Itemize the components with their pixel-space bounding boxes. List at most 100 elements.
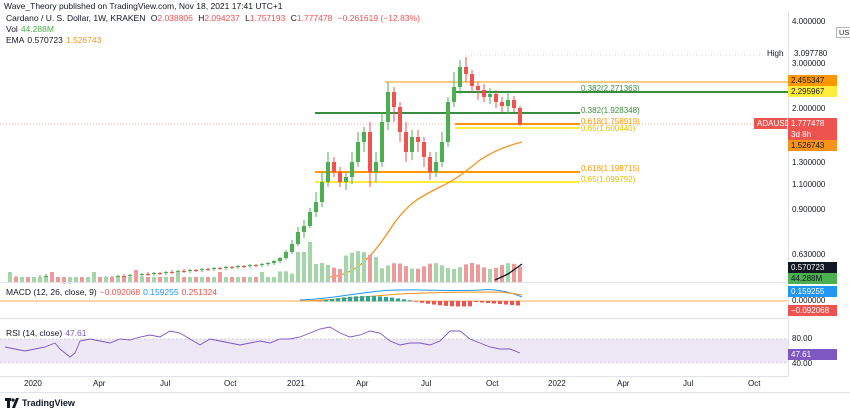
macd-hist-bar <box>390 297 394 302</box>
candle-body <box>158 273 162 274</box>
macd-hist-bar <box>360 296 364 302</box>
symbol-legend: Cardano / U. S. Dollar, 1W, KRAKEN O2.03… <box>6 13 420 23</box>
volume-bar <box>506 263 510 282</box>
volume-bar <box>122 277 126 282</box>
tick-3: 3.000000 <box>792 59 826 68</box>
candle-body <box>302 226 306 232</box>
macd-hist-bar <box>438 301 442 306</box>
volume-bar <box>74 277 78 282</box>
volume-bar <box>32 277 36 282</box>
fib-label-2: 0.382(1.928348) <box>581 106 640 115</box>
rsi-canvas <box>0 326 788 364</box>
candle-body <box>128 275 132 276</box>
macd-value-3: 0.251324 <box>181 287 218 297</box>
candle-body <box>368 132 372 172</box>
symbol-name: Cardano / U. S. Dollar, 1W, KRAKEN <box>6 13 146 23</box>
volume-bar <box>482 267 486 282</box>
time-label: 2021 <box>287 379 305 388</box>
time-label: Jul <box>421 379 432 388</box>
candle-body <box>350 162 354 177</box>
ema-value-2: 1.526743 <box>65 35 102 45</box>
candle-body <box>518 108 522 124</box>
volume-bar <box>98 277 102 282</box>
macd-hist-bar <box>366 296 370 302</box>
volume-bar <box>392 263 396 282</box>
candle-body <box>458 67 462 87</box>
candle-body <box>218 268 222 269</box>
macd-hist-bar <box>414 301 418 302</box>
macd-hist-bar <box>384 296 388 302</box>
tick-0-63: 0.630000 <box>792 250 826 259</box>
volume-bar <box>266 277 270 282</box>
candle-body <box>344 177 348 182</box>
volume-bar <box>488 268 492 282</box>
currency-badge[interactable]: USD <box>836 27 850 38</box>
volume-group <box>8 242 522 282</box>
volume-bar <box>320 263 324 282</box>
badge-price: 1.777478 <box>788 118 837 129</box>
badge-rsi: 47.61 <box>788 349 837 360</box>
macd-hist-bar <box>474 301 478 302</box>
candle-body <box>236 266 240 267</box>
badge-macd: −0.092068 <box>788 305 837 316</box>
macd-hist-bar <box>468 301 472 307</box>
rsi-tick-40: 40.00 <box>792 359 813 368</box>
candle-body <box>146 274 150 275</box>
volume-bar <box>104 277 108 282</box>
macd-hist-bar <box>402 299 406 302</box>
candle-body <box>374 162 378 172</box>
fib-label-4: 0.65(1.600440) <box>581 124 636 133</box>
macd-hist-bar <box>450 301 454 307</box>
macd-hist-bar <box>330 299 334 302</box>
rsi-label: RSI (14, close) <box>6 328 63 338</box>
fib-label-1: 0.382(2.271363) <box>581 84 640 93</box>
time-label: 2020 <box>24 379 42 388</box>
badge-ema: 1.526743 <box>788 140 837 151</box>
macd-hist-bar <box>336 298 340 302</box>
macd-hist-bar <box>378 296 382 302</box>
open-value: 2.038806 <box>157 13 193 23</box>
volume-bar <box>218 272 222 282</box>
time-label: Jul <box>683 379 694 388</box>
volume-bar <box>182 277 186 282</box>
volume-bar <box>434 263 438 282</box>
badge-vol: 44.288M <box>788 273 837 284</box>
candle-body <box>362 132 366 142</box>
candle-body <box>278 258 282 261</box>
candle-body <box>308 212 312 226</box>
volume-bar <box>62 277 66 282</box>
candle-body <box>356 142 360 162</box>
candle-body <box>506 100 510 106</box>
volume-bar <box>350 252 354 282</box>
volume-bar <box>368 254 372 282</box>
volume-bar <box>38 277 42 282</box>
volume-bar <box>332 267 336 282</box>
candle-body <box>446 102 450 142</box>
candle-body <box>428 157 432 172</box>
candle-body <box>170 272 174 273</box>
candle-body <box>164 272 168 273</box>
volume-bar <box>494 267 498 282</box>
high-value: 3.097780 <box>794 49 828 58</box>
chart-canvas[interactable] <box>0 12 788 376</box>
macd-hist-bar <box>510 301 514 305</box>
volume-bar <box>194 277 198 282</box>
macd-hist-bar <box>456 301 460 307</box>
rsi-divider <box>0 318 788 319</box>
volume-bar <box>500 265 504 282</box>
volume-bar <box>44 277 48 282</box>
candle-body <box>206 269 210 270</box>
volume-bar <box>476 264 480 282</box>
volume-bar <box>224 277 228 282</box>
macd-divider <box>0 282 788 283</box>
macd-zero-tick: 0.000000 <box>792 296 826 305</box>
candle-body <box>410 137 414 152</box>
badge-countdown: 3d 8h <box>788 129 837 140</box>
macd-hist-bar <box>342 297 346 302</box>
macd-value-2: 0.159255 <box>143 287 179 297</box>
time-axis[interactable]: 2020 Apr Jul Oct 2021 Apr Jul Oct 2022 A… <box>0 376 788 391</box>
candle-body <box>140 274 144 275</box>
close-label: C <box>290 13 297 23</box>
volume-bar <box>68 277 72 282</box>
macd-hist-bar <box>462 301 466 307</box>
